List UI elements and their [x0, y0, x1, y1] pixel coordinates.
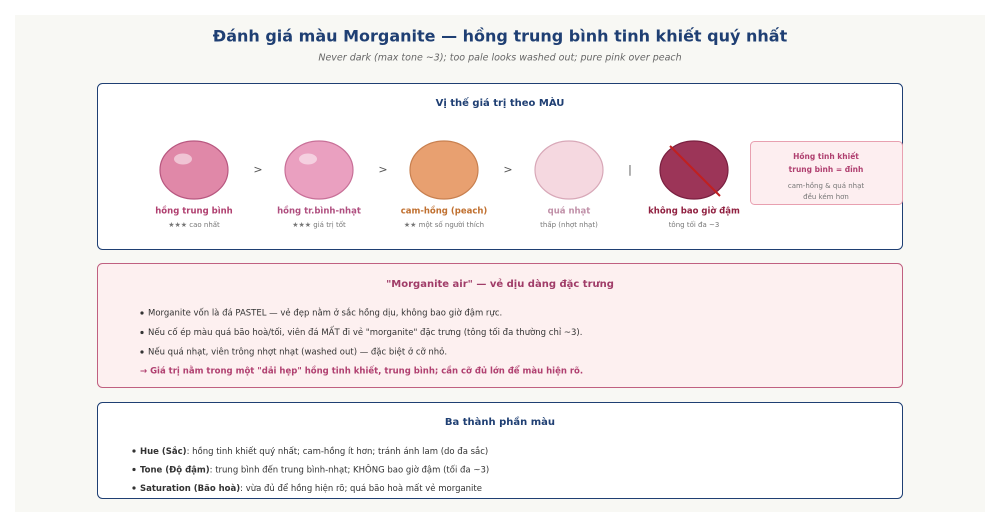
panel-heading: Vị thế giá trị theo MÀU [436, 96, 565, 109]
component-term: Saturation (Bão hoà) [140, 484, 240, 494]
bullet-dot [140, 330, 144, 335]
title: Đánh giá màu Morganite — hồng trung bình… [213, 27, 788, 46]
component-text: : trung bình đến trung bình-nhạt; KHÔNG … [210, 463, 490, 475]
swatch-rating: thấp (nhợt nhạt) [540, 221, 598, 229]
air-panel [97, 263, 903, 388]
swatch-rating: ★★★ cao nhất [168, 221, 220, 229]
panel-heading: "Morganite air" — vẻ dịu dàng đặc trưng [386, 278, 614, 290]
component-text: : vừa đủ để hồng hiện rõ; quá bão hoà mấ… [240, 483, 482, 494]
bullet-dot [132, 449, 136, 453]
callout-body: cam-hồng & quá nhạt [788, 182, 865, 190]
panel-heading: Ba thành phần màu [445, 416, 555, 428]
swatch-rating: ★★ một số người thích [404, 221, 484, 229]
swatch-rating: tông tối đa ~3 [669, 221, 720, 229]
swatch-rating: ★★★ giá trị tốt [292, 221, 346, 229]
separator: > [378, 163, 387, 176]
swatch [534, 140, 604, 200]
bullet: Nếu cố ép màu quá bão hoà/tối, viên đá M… [148, 326, 582, 338]
swatch [409, 140, 479, 200]
bullet-dot [132, 467, 136, 472]
callout-title: Hồng tinh khiết [793, 152, 859, 161]
bullet-dot [140, 311, 144, 315]
component: Saturation (Bão hoà): vừa đủ để hồng hiệ… [140, 483, 482, 494]
swatch-label: cam-hồng (peach) [401, 206, 488, 217]
components-panel [97, 402, 903, 499]
swatch-label: không bao giờ đậm [648, 206, 740, 217]
separator: | [628, 163, 632, 176]
component: Hue (Sắc): hồng tinh khiết quý nhất; cam… [140, 446, 488, 457]
highlight [174, 153, 192, 165]
component-term: Hue (Sắc) [140, 446, 187, 457]
strike [669, 145, 721, 197]
component: Tone (Độ đậm): trung bình đến trung bình… [140, 463, 489, 475]
callout [750, 141, 903, 205]
separator: > [253, 163, 262, 176]
bullet-dot [132, 486, 136, 490]
conclusion: → Giá trị nằm trong một "dải hẹp" hồng t… [140, 365, 583, 377]
bullet-dot [140, 350, 144, 354]
bullet: Nếu quá nhạt, viên trông nhợt nhạt (wash… [148, 347, 447, 358]
callout-title: trung bình = đỉnh [789, 165, 864, 174]
component-text: : hồng tinh khiết quý nhất; cam-hồng ít … [187, 446, 489, 457]
swatch-label: quá nhạt [548, 207, 591, 217]
swatch-label: hồng tr.bình-nhạt [277, 206, 361, 217]
bullet: Morganite vốn là đá PASTEL — vẻ đẹp nằm … [148, 308, 502, 319]
subtitle: Never dark (max tone ~3); too pale looks… [318, 53, 681, 64]
swatch [159, 140, 229, 200]
swatch-label: hồng trung bình [155, 206, 233, 217]
callout-body: đều kém hơn [803, 193, 849, 201]
highlight [299, 153, 317, 165]
swatch [284, 140, 354, 200]
separator: > [503, 163, 512, 176]
component-term: Tone (Độ đậm) [140, 465, 210, 475]
